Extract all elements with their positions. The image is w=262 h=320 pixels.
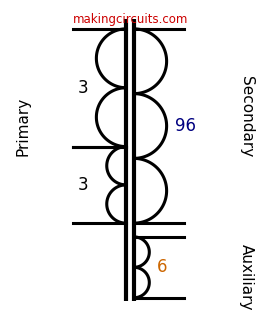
Text: 6: 6 bbox=[157, 258, 168, 276]
Text: Auxiliary: Auxiliary bbox=[239, 244, 254, 310]
Text: 3: 3 bbox=[77, 79, 88, 97]
Text: makingcircuits.com: makingcircuits.com bbox=[73, 13, 189, 26]
Text: 3: 3 bbox=[77, 176, 88, 194]
Text: 96: 96 bbox=[174, 117, 195, 135]
Text: Primary: Primary bbox=[16, 96, 31, 156]
Text: Secondary: Secondary bbox=[239, 76, 254, 157]
